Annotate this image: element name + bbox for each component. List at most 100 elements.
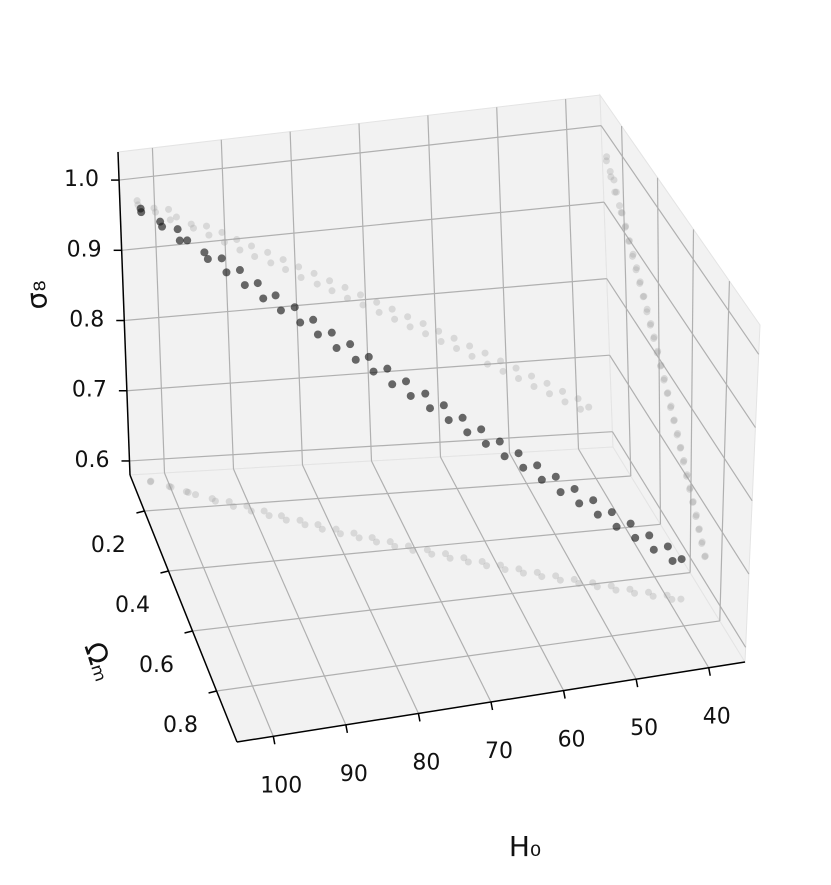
data-point — [533, 461, 542, 470]
shadow-point — [538, 573, 546, 581]
shadow-point — [663, 591, 671, 599]
shadow-point — [612, 586, 620, 594]
data-point — [631, 533, 640, 542]
shadow-point — [460, 554, 468, 562]
tick-mark — [208, 690, 217, 694]
data-point — [175, 236, 184, 245]
shadow-point — [683, 472, 691, 480]
shadow-point — [146, 478, 154, 486]
data-point — [203, 255, 212, 264]
shadow-point — [686, 485, 694, 493]
grid-line — [216, 620, 720, 692]
data-point — [593, 510, 602, 519]
shadow-point — [341, 283, 349, 291]
shadow-point — [695, 525, 703, 533]
grid-line — [126, 354, 610, 392]
shadow-point — [295, 263, 303, 271]
data-point — [402, 377, 411, 386]
shadow-point — [617, 208, 625, 216]
tick-mark — [707, 667, 711, 676]
shadow-point — [680, 457, 688, 465]
data-point — [351, 355, 360, 364]
shadow-point — [336, 530, 344, 538]
shadow-point — [297, 274, 305, 282]
data-point — [240, 281, 249, 290]
grid-line — [301, 464, 419, 714]
y-tick-label: 0.6 — [139, 653, 174, 678]
data-point — [649, 545, 658, 554]
shadow-point — [499, 367, 507, 375]
x-axis-label: H₀ — [509, 830, 541, 863]
shadow-point — [676, 444, 684, 452]
shadow-point — [192, 491, 200, 499]
shadow-point — [203, 222, 211, 230]
shadow-point — [701, 553, 709, 561]
shadow-point — [133, 197, 141, 205]
shadow-point — [251, 253, 259, 261]
grid-line — [163, 472, 274, 737]
shadow-point — [464, 558, 472, 566]
shadow-point — [663, 390, 671, 398]
shadow-point — [478, 557, 486, 565]
shadow-point — [574, 395, 582, 403]
tick-mark — [345, 724, 349, 733]
shadow-point — [422, 330, 430, 338]
shadow-point — [404, 313, 412, 321]
shadow-point — [631, 589, 639, 597]
shadow-point — [391, 542, 399, 550]
shadow-point — [225, 498, 233, 506]
data-point — [612, 522, 621, 531]
shadow-point — [267, 259, 275, 267]
grid-line — [192, 572, 691, 632]
grid-line — [232, 468, 347, 726]
tick-mark — [136, 510, 145, 514]
shadow-point — [282, 266, 290, 274]
shadow-point — [428, 550, 436, 558]
shadow-point — [404, 542, 412, 550]
data-point — [556, 488, 565, 497]
data-point — [200, 248, 209, 257]
shadow-point — [628, 252, 636, 260]
data-point — [296, 318, 305, 327]
data-point — [677, 555, 686, 564]
data-point — [276, 306, 285, 315]
shadow-point — [689, 498, 697, 506]
x-axis-line — [236, 661, 746, 743]
shadow-point — [205, 231, 213, 239]
shadow-point — [372, 538, 380, 546]
shadow-point — [282, 516, 290, 524]
grid-line — [603, 201, 756, 428]
shadow-point — [442, 550, 450, 558]
data-point — [495, 437, 504, 446]
grid-line — [600, 125, 760, 355]
data-point — [519, 463, 528, 472]
tick-mark — [184, 630, 193, 634]
shadow-point — [450, 334, 458, 342]
tick-mark — [417, 713, 421, 722]
shadow-point — [264, 248, 272, 256]
shadow-point — [668, 595, 676, 603]
data-point — [626, 519, 635, 528]
shadow-point — [606, 168, 614, 176]
shadow-point — [667, 402, 675, 410]
shadow-point — [603, 153, 611, 161]
z-tick-label: 0.6 — [74, 448, 109, 473]
shadow-point — [468, 352, 476, 360]
data-point — [458, 413, 467, 422]
y-axis-label: Ωₘ — [78, 638, 121, 685]
z-axis-line — [117, 151, 131, 476]
shadow-point — [484, 360, 492, 368]
data-point — [477, 425, 486, 434]
grid-line — [609, 354, 750, 575]
data-point — [158, 222, 167, 231]
tick-mark — [490, 701, 494, 711]
y-tick-label: 0.8 — [163, 713, 198, 738]
shadow-point — [515, 375, 523, 383]
shadow-point — [437, 338, 445, 346]
shadow-point — [355, 534, 363, 542]
shadow-point — [147, 477, 155, 485]
shadow-point — [670, 417, 678, 425]
shadow-point — [530, 382, 538, 390]
data-point — [290, 303, 299, 312]
